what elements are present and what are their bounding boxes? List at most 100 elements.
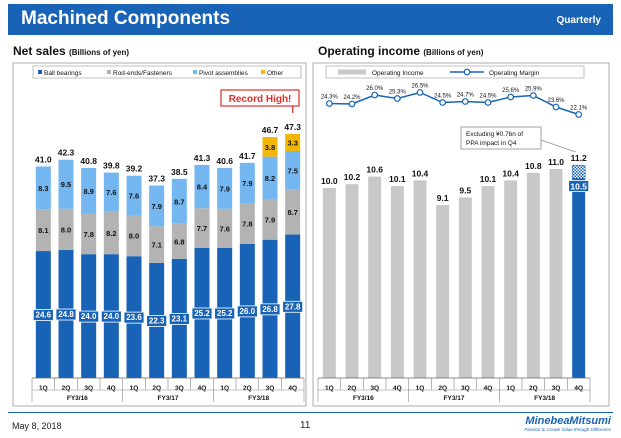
ppa-adjustment-bar	[571, 164, 586, 179]
net-sales-total-8: 40.6	[216, 156, 233, 166]
ball-label-box-11	[282, 300, 304, 313]
op-income-label-11: 10.5	[570, 182, 587, 192]
op-income-unit: (Billions of yen)	[423, 48, 484, 57]
segment-label-2-7: 8.4	[197, 183, 208, 192]
footer-date: May 8, 2018	[12, 421, 62, 431]
op-income-quarter-5: 2Q	[438, 385, 447, 392]
legend-margin-marker	[463, 68, 471, 76]
net-sales-bar-2-1	[58, 159, 74, 209]
margin-marker-2	[371, 91, 379, 99]
segment-label-3-10: 3.8	[265, 143, 275, 152]
margin-marker-0	[325, 100, 333, 107]
op-income-bar-11	[572, 178, 586, 378]
segment-label-1-10: 7.9	[265, 215, 275, 224]
net-sales-quarter-0: 1Q	[39, 385, 48, 392]
op-income-label-0: 10.0	[321, 176, 338, 186]
margin-label-3: 25.3%	[389, 90, 407, 96]
op-income-quarter-6: 3Q	[461, 385, 470, 392]
op-income-label-8: 10.4	[502, 168, 519, 178]
net-sales-group-0: FY3/16	[67, 395, 88, 402]
net-sales-bar-2-10	[262, 156, 278, 199]
segment-label-1-2: 7.8	[83, 230, 93, 239]
ball-label-2: 24.0	[81, 312, 97, 321]
net-sales-bar-1-11	[285, 189, 301, 235]
net-sales-bar-2-5	[149, 185, 165, 227]
period-label: Quarterly	[556, 15, 601, 26]
margin-label-7: 24.5%	[479, 94, 497, 100]
net-sales-total-10: 46.7	[262, 125, 279, 135]
op-income-label-2: 10.6	[366, 165, 383, 175]
net-sales-total-11: 47.3	[284, 122, 301, 132]
segment-label-2-1: 9.5	[61, 180, 71, 189]
op-income-quarter-4: 1Q	[416, 385, 425, 392]
segment-label-2-5: 7.9	[151, 202, 161, 211]
legend-label-0: Ball bearings	[44, 70, 82, 77]
net-sales-bar-2-9	[239, 162, 255, 204]
net-sales-bar-1-6	[171, 223, 187, 259]
op-income-group-2: FY3/18	[534, 395, 555, 402]
page-number: 11	[300, 420, 311, 431]
net-sales-total-7: 41.3	[194, 153, 211, 163]
net-sales-total-2: 40.8	[80, 156, 97, 166]
ppa-note-line2: PPA impact in Q4	[466, 140, 517, 147]
margin-marker-3	[393, 95, 401, 102]
ppa-note-pointer	[540, 139, 576, 153]
net-sales-title: Net sales (Billions of yen)	[13, 44, 129, 58]
segment-label-2-9: 7.9	[242, 179, 252, 188]
net-sales-bar-1-4	[126, 214, 142, 257]
op-income-bar-8	[504, 180, 518, 378]
net-sales-total-5: 37.3	[148, 174, 165, 184]
legend-label-3: Other	[267, 70, 284, 77]
net-sales-bar-2-0	[35, 166, 51, 210]
net-sales-bar-3-11	[285, 133, 301, 151]
margin-marker-5	[439, 99, 447, 106]
net-sales-group-1: FY3/17	[158, 395, 179, 402]
net-sales-bar-1-3	[103, 211, 119, 255]
margin-marker-7	[484, 99, 492, 106]
net-sales-bar-3-10	[262, 137, 278, 157]
segment-label-2-8: 7.9	[219, 184, 229, 193]
net-sales-total-9: 41.7	[239, 151, 256, 161]
ball-label-6: 23.1	[172, 314, 188, 323]
ball-label-box-4	[123, 311, 145, 324]
segment-label-2-11: 7.5	[287, 166, 297, 175]
op-income-label-1: 10.2	[344, 172, 361, 182]
net-sales-bar-1-2	[81, 213, 97, 255]
op-income-label-3: 10.1	[389, 174, 406, 184]
legend-income-label: Operating Income	[372, 70, 424, 77]
net-sales-legend-box	[32, 65, 302, 79]
net-sales-group-2: FY3/18	[248, 395, 269, 402]
net-sales-quarter-2: 3Q	[84, 385, 93, 392]
net-sales-bar-2-6	[171, 178, 187, 224]
margin-marker-8	[507, 93, 515, 101]
net-sales-bar-2-8	[217, 167, 233, 209]
net-sales-quarter-8: 1Q	[220, 385, 229, 392]
net-sales-bar-1-5	[149, 226, 165, 263]
ball-label-5: 22.3	[149, 316, 165, 325]
net-sales-quarter-11: 4Q	[288, 385, 297, 392]
segment-label-3-11: 3.3	[287, 138, 297, 147]
ball-label-9: 26.0	[240, 307, 256, 316]
op-income-group-1: FY3/17	[444, 395, 465, 402]
op-income-bar-2	[368, 176, 382, 378]
ppa-note-line1: Excluding ¥0.7bn of	[466, 131, 523, 138]
op-income-quarter-8: 1Q	[506, 385, 515, 392]
op-income-label-10: 11.0	[548, 157, 564, 167]
margin-marker-1	[348, 100, 356, 108]
ball-label-box-9	[236, 305, 258, 318]
margin-line	[329, 91, 579, 116]
net-sales-total-3: 39.8	[103, 161, 120, 171]
segment-label-2-4: 7.6	[129, 191, 139, 200]
margin-marker-6	[461, 98, 469, 105]
op-income-quarter-0: 1Q	[325, 385, 334, 392]
ball-label-box-6	[168, 313, 190, 325]
ball-label-0: 24.6	[36, 311, 52, 320]
op-income-bar-6	[458, 197, 472, 378]
net-sales-total-0: 41.0	[35, 154, 52, 164]
ppa-note-box	[460, 126, 542, 150]
company-logo: MinebeaMitsumi Passion to Create Value t…	[524, 416, 611, 433]
segment-label-1-6: 6.8	[174, 237, 184, 246]
margin-marker-4	[416, 89, 424, 96]
net-sales-total-1: 42.3	[58, 148, 75, 158]
net-sales-frame	[12, 62, 307, 407]
